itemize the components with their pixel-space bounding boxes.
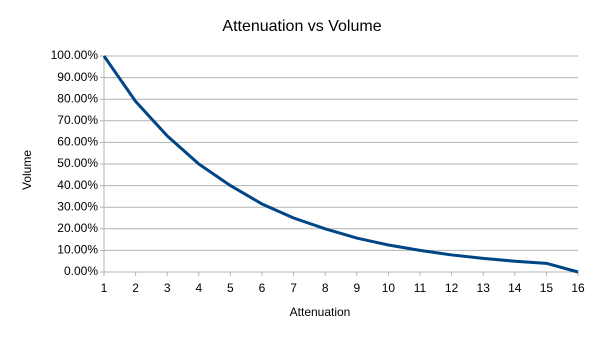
x-tick-label: 15 [540,281,554,295]
y-tick-label: 20.00% [57,221,98,235]
x-tick-label: 2 [132,281,139,295]
x-tick-label: 3 [164,281,171,295]
x-tick-label: 16 [571,281,585,295]
x-tick-label: 10 [382,281,396,295]
x-tick-label: 14 [508,281,522,295]
x-axis-label: Attenuation [290,305,351,319]
y-tick-label: 90.00% [57,70,98,84]
y-tick-label: 80.00% [57,91,98,105]
y-tick-label: 40.00% [57,178,98,192]
x-tick-label: 6 [259,281,266,295]
y-tick-label: 70.00% [57,113,98,127]
y-tick-label: 30.00% [57,199,98,213]
x-tick-label: 4 [195,281,202,295]
x-tick-label: 7 [290,281,297,295]
y-tick-label: 60.00% [57,135,98,149]
y-tick-label: 10.00% [57,243,98,257]
x-tick-label: 12 [445,281,459,295]
y-tick-label: 0.00% [64,264,98,278]
x-tick-label: 1 [101,281,108,295]
x-tick-label: 5 [227,281,234,295]
data-line [102,55,579,274]
x-tick-label: 8 [322,281,329,295]
y-axis-label: Volume [20,150,34,190]
chart-title: Attenuation vs Volume [222,18,381,35]
y-tick-label: 100.00% [51,48,99,62]
x-tick-label: 11 [414,281,427,295]
x-tick-label: 13 [477,281,491,295]
x-tick-label: 9 [353,281,360,295]
y-tick-label: 50.00% [57,156,98,170]
